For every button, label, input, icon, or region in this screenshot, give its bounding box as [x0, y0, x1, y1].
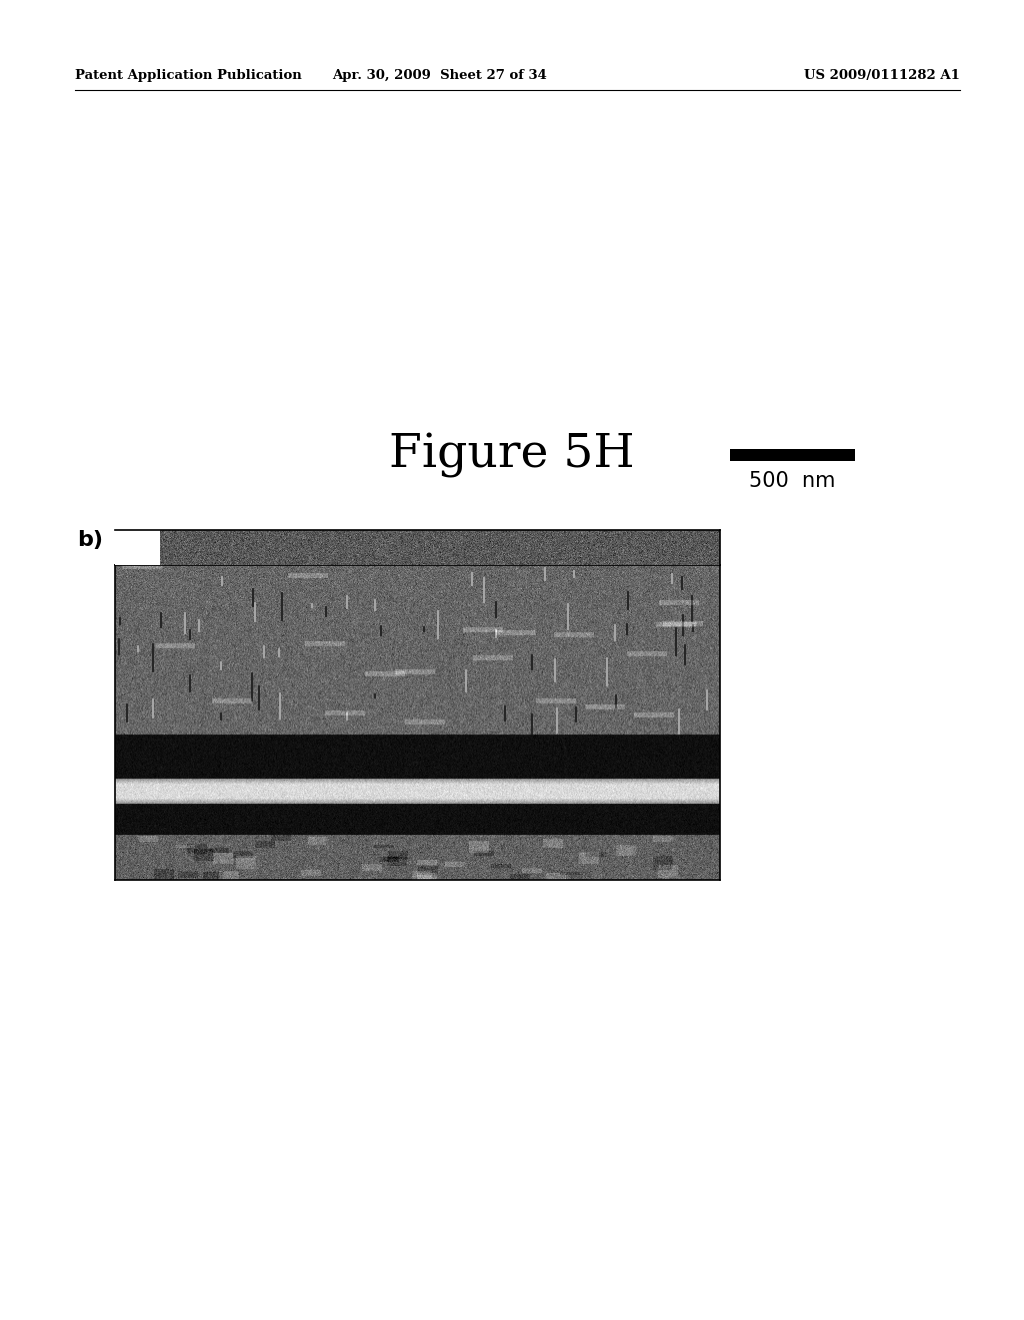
Text: Patent Application Publication: Patent Application Publication — [75, 69, 302, 82]
Bar — [730, 449, 855, 461]
Text: 500  nm: 500 nm — [750, 471, 836, 491]
Text: Figure 5H: Figure 5H — [389, 433, 635, 478]
Text: Apr. 30, 2009  Sheet 27 of 34: Apr. 30, 2009 Sheet 27 of 34 — [333, 69, 548, 82]
Text: US 2009/0111282 A1: US 2009/0111282 A1 — [804, 69, 961, 82]
Text: b): b) — [77, 531, 103, 550]
